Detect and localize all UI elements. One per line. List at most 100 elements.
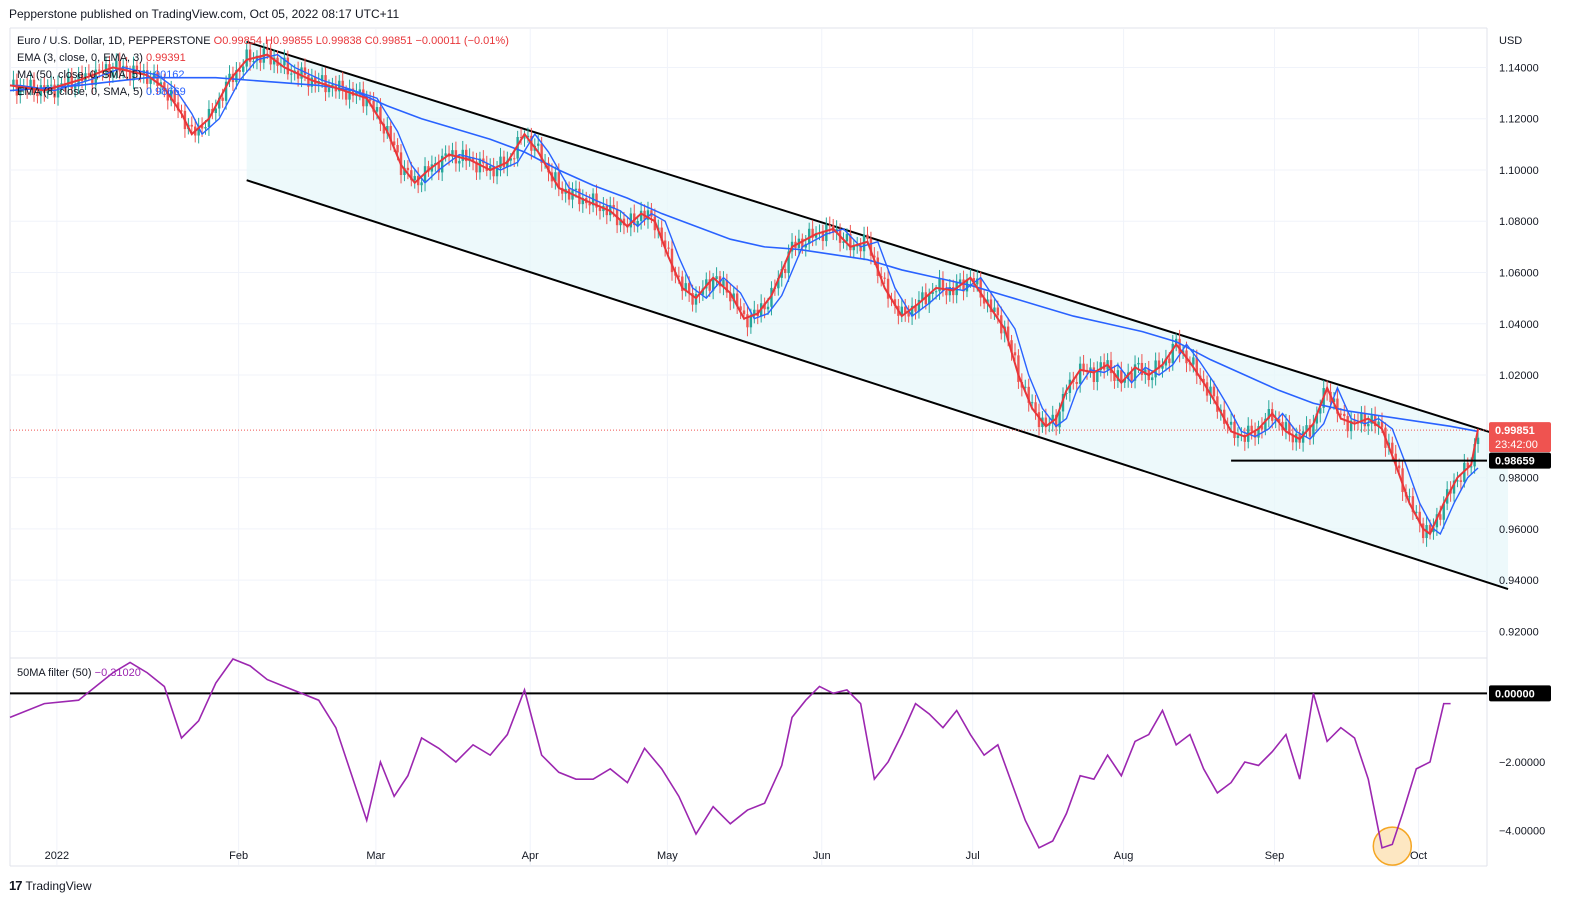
candle-body[interactable] xyxy=(221,97,224,101)
candle-body[interactable] xyxy=(869,238,873,256)
candle-body[interactable] xyxy=(770,287,773,307)
candle-body[interactable] xyxy=(561,187,564,194)
candle-body[interactable] xyxy=(1164,358,1168,366)
candle-body[interactable] xyxy=(492,166,495,177)
legend-oscillator[interactable]: 50MA filter (50) −0.31020 xyxy=(17,667,141,679)
candle-body[interactable] xyxy=(1288,422,1291,435)
candle-body[interactable] xyxy=(60,83,63,85)
candle-body[interactable] xyxy=(1051,414,1054,424)
candle-body[interactable] xyxy=(982,297,986,304)
legend-ma50[interactable]: MA (50, close, 0, SMA, 5) 1.00162 xyxy=(17,69,185,81)
candle-body[interactable] xyxy=(80,74,84,82)
candle-body[interactable] xyxy=(1373,415,1377,427)
candle-body[interactable] xyxy=(344,90,348,100)
candle-body[interactable] xyxy=(1096,370,1099,383)
candle-body[interactable] xyxy=(904,306,907,313)
candle-body[interactable] xyxy=(1418,511,1421,524)
channel-upper-line[interactable] xyxy=(246,40,1509,439)
candle-body[interactable] xyxy=(1236,435,1240,438)
candle-body[interactable] xyxy=(1027,386,1030,403)
candle-body[interactable] xyxy=(1209,386,1212,396)
candle-body[interactable] xyxy=(1116,370,1120,381)
candle-body[interactable] xyxy=(389,126,392,142)
candle-body[interactable] xyxy=(729,292,732,302)
candle-body[interactable] xyxy=(1305,425,1308,432)
candle-body[interactable] xyxy=(1380,421,1384,428)
candle-body[interactable] xyxy=(1195,357,1198,376)
candle-body[interactable] xyxy=(190,124,193,127)
candle-body[interactable] xyxy=(1109,360,1113,374)
candle-body[interactable] xyxy=(900,306,903,316)
candle-body[interactable] xyxy=(1233,421,1236,438)
candle-body[interactable] xyxy=(149,78,152,84)
candle-body[interactable] xyxy=(1301,431,1305,443)
candle-body[interactable] xyxy=(1336,398,1339,414)
candle-body[interactable] xyxy=(379,107,382,124)
candle-body[interactable] xyxy=(1010,340,1013,353)
candle-body[interactable] xyxy=(1456,480,1459,482)
candle-body[interactable] xyxy=(224,81,228,101)
candle-body[interactable] xyxy=(513,158,516,160)
candle-body[interactable] xyxy=(485,163,488,171)
candle-body[interactable] xyxy=(173,89,176,103)
candle-body[interactable] xyxy=(341,80,344,91)
candle-body[interactable] xyxy=(1439,514,1442,520)
legend-ema3[interactable]: EMA (3, close, 0, EMA, 3) 0.99391 xyxy=(17,52,186,64)
candle-body[interactable] xyxy=(1133,364,1137,381)
candle-body[interactable] xyxy=(266,48,269,51)
candle-body[interactable] xyxy=(1140,362,1144,375)
candle-body[interactable] xyxy=(735,293,739,307)
candle-body[interactable] xyxy=(15,79,19,96)
candle-body[interactable] xyxy=(1442,503,1445,520)
candle-body[interactable] xyxy=(1075,381,1078,384)
candle-body[interactable] xyxy=(540,143,543,163)
candle-body[interactable] xyxy=(1319,407,1322,414)
candle-body[interactable] xyxy=(708,279,711,291)
candle-body[interactable] xyxy=(272,57,276,65)
candle-body[interactable] xyxy=(1408,496,1411,498)
candle-body[interactable] xyxy=(883,277,886,279)
candle-body[interactable] xyxy=(1078,363,1082,384)
candle-body[interactable] xyxy=(118,60,121,72)
candle-body[interactable] xyxy=(1250,425,1253,432)
candle-body[interactable] xyxy=(458,160,461,164)
candle-body[interactable] xyxy=(1339,413,1343,415)
candle-body[interactable] xyxy=(1202,378,1205,383)
candle-body[interactable] xyxy=(928,293,931,305)
candle-body[interactable] xyxy=(856,245,859,247)
candle-body[interactable] xyxy=(1243,435,1246,442)
candle-body[interactable] xyxy=(104,64,108,73)
candle-body[interactable] xyxy=(1168,358,1171,364)
candle-body[interactable] xyxy=(1006,326,1010,341)
candle-body[interactable] xyxy=(283,57,286,66)
candle-body[interactable] xyxy=(12,79,15,86)
candle-body[interactable] xyxy=(1058,411,1061,428)
candle-body[interactable] xyxy=(1452,480,1456,494)
candle-body[interactable] xyxy=(351,88,355,96)
candle-body[interactable] xyxy=(358,89,362,93)
ema8-line[interactable] xyxy=(10,53,1479,536)
candle-body[interactable] xyxy=(1360,413,1363,424)
candle-body[interactable] xyxy=(893,299,897,306)
candle-body[interactable] xyxy=(1476,437,1480,445)
candle-body[interactable] xyxy=(300,67,303,79)
candle-body[interactable] xyxy=(1257,426,1260,438)
candle-body[interactable] xyxy=(777,277,780,289)
candle-body[interactable] xyxy=(128,71,132,81)
candle-body[interactable] xyxy=(231,73,235,83)
candle-body[interactable] xyxy=(310,77,314,87)
candle-body[interactable] xyxy=(1267,409,1271,419)
candle-body[interactable] xyxy=(108,64,111,77)
candle-body[interactable] xyxy=(1017,355,1020,382)
candle-body[interactable] xyxy=(56,84,60,98)
candle-body[interactable] xyxy=(557,172,560,188)
candle-body[interactable] xyxy=(1349,420,1353,432)
candle-body[interactable] xyxy=(440,155,444,173)
candle-body[interactable] xyxy=(464,149,468,162)
oscillator-pane[interactable] xyxy=(9,658,1487,866)
candle-body[interactable] xyxy=(526,135,530,138)
candle-body[interactable] xyxy=(749,315,753,328)
candle-body[interactable] xyxy=(348,88,351,100)
candle-body[interactable] xyxy=(1411,496,1415,513)
candle-body[interactable] xyxy=(639,210,643,221)
